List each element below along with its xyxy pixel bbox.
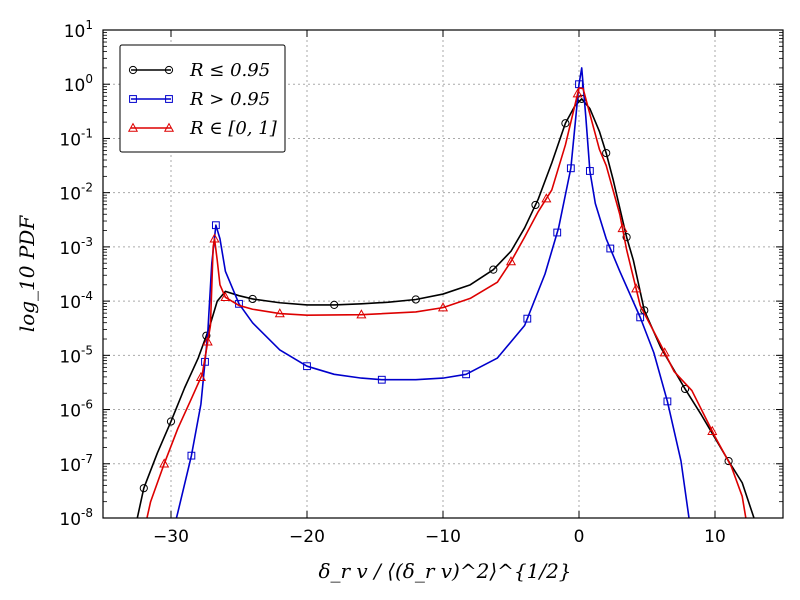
series-layer: [136, 67, 755, 518]
square-marker: [585, 167, 594, 175]
circle-marker: [128, 65, 138, 75]
square-marker: [553, 228, 562, 237]
y-tick-exponent: -1: [81, 126, 93, 140]
square-marker: [211, 221, 220, 230]
circle-marker: [164, 65, 174, 75]
legend-label: R ∈ [0, 1]: [189, 118, 278, 139]
series-line: [175, 67, 690, 518]
square-marker: [523, 314, 532, 323]
legend-label: R > 0.95: [189, 89, 270, 110]
series-triangle: [146, 87, 747, 518]
triangle-marker: [209, 233, 220, 243]
tick-marks: [103, 29, 783, 519]
circle-marker: [330, 300, 339, 310]
triangle-marker: [220, 291, 231, 302]
square-marker: [636, 313, 645, 322]
y-tick-label: 10-1: [59, 126, 93, 150]
triangle-marker: [617, 223, 628, 233]
triangle-marker: [707, 425, 718, 435]
square-marker: [606, 244, 615, 253]
triangle-marker: [195, 371, 206, 382]
circle-marker: [561, 119, 570, 128]
circle-marker: [531, 200, 540, 210]
circle-marker: [139, 484, 148, 493]
square-marker: [165, 95, 173, 103]
triangle-marker: [202, 336, 213, 346]
square-marker: [129, 95, 137, 103]
legend-box: [119, 44, 286, 153]
y-tick-exponent: -6: [81, 398, 93, 412]
x-tick-label: −10: [425, 527, 461, 547]
square-marker: [663, 397, 672, 406]
triangle-marker: [659, 347, 670, 357]
y-axis-title: log_10 PDF: [15, 215, 39, 333]
square-marker: [377, 375, 386, 384]
square-marker: [462, 370, 471, 379]
legend: R ≤ 0.95 R > 0.95 R ∈ [0, 1]: [119, 44, 286, 153]
triangle-marker: [163, 122, 175, 132]
y-tick-exponent: -5: [81, 343, 93, 357]
square-marker: [303, 362, 311, 371]
circle-marker: [489, 265, 498, 274]
square-marker: [566, 164, 575, 173]
triangle-marker: [356, 309, 367, 319]
series-square: [175, 67, 690, 518]
triangle-marker: [274, 308, 285, 318]
y-tick-exponent: -4: [81, 289, 93, 303]
circle-marker: [724, 456, 733, 466]
x-tick-label: −30: [153, 527, 189, 547]
circle-marker: [622, 233, 631, 242]
y-tick-exponent: -2: [81, 181, 93, 195]
circle-marker: [166, 417, 176, 426]
series-line: [146, 87, 747, 518]
y-tick-exponent: -7: [81, 452, 93, 466]
x-tick-label: 10: [704, 527, 726, 547]
x-axis-title: δ_r v / ⟨(δ_r v)^2⟩^{1/2}: [318, 559, 571, 583]
triangle-marker: [437, 302, 449, 312]
y-tick-exponent: 0: [85, 72, 93, 86]
square-marker: [187, 451, 196, 460]
legend-entries: R ≤ 0.95 R > 0.95 R ∈ [0, 1]: [127, 60, 278, 139]
triangle-marker: [505, 256, 517, 266]
y-tick-exponent: -3: [81, 235, 93, 249]
triangle-marker: [572, 88, 583, 98]
circle-marker: [680, 384, 690, 394]
triangle-marker: [159, 458, 170, 468]
circle-marker: [411, 295, 420, 304]
y-tick-exponent: 1: [85, 18, 93, 32]
circle-marker: [248, 294, 257, 304]
circle-marker: [602, 148, 611, 158]
legend-label: R ≤ 0.95: [189, 60, 270, 81]
triangle-marker: [631, 283, 642, 293]
y-tick-exponent: -8: [81, 506, 93, 520]
x-tick-label: −20: [289, 527, 325, 547]
x-tick-label: 0: [574, 527, 585, 547]
triangle-marker: [127, 122, 139, 132]
triangle-marker: [541, 193, 552, 203]
